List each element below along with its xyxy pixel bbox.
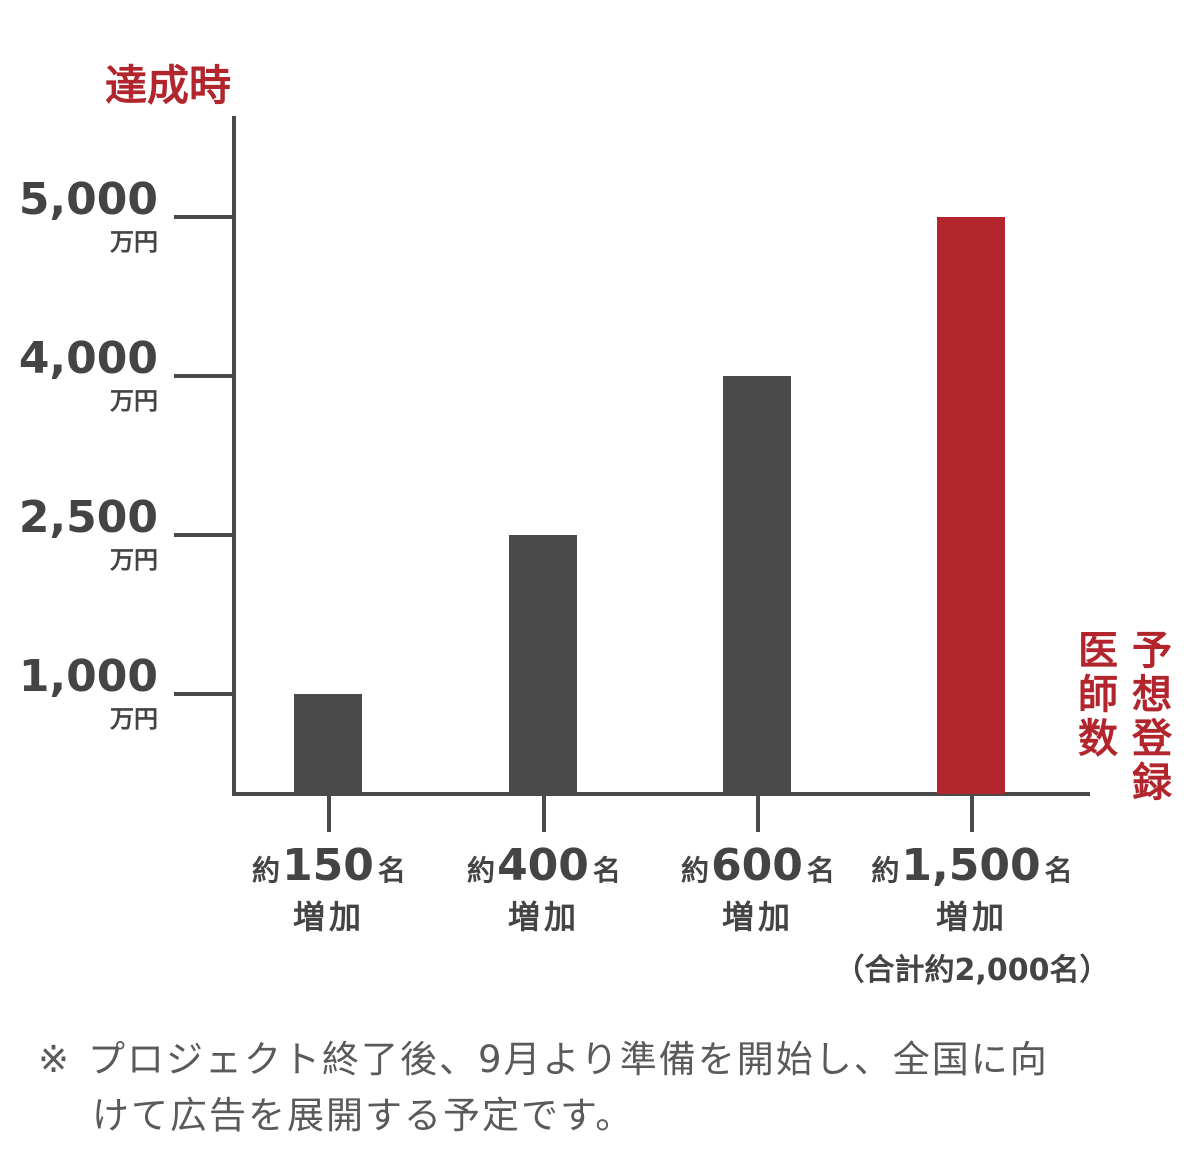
x-axis-title-char: 登 — [1131, 716, 1173, 762]
x-category-sublabel: 増加 — [293, 898, 365, 936]
x-axis-title-char: 数 — [1078, 716, 1118, 762]
x-axis-title-char: 医 — [1078, 628, 1118, 674]
revenue-bar-chart: 1,000 万円 2,500 万円 4,000 万円 5,000 万円 約150 名増加 約400… — [19, 61, 1173, 988]
note-line-1: プロジェクト終了後、9月より準備を開始し、全国に向 — [88, 1038, 1049, 1081]
bars — [294, 217, 1005, 794]
bar — [294, 694, 362, 794]
x-axis-title-char: 予 — [1132, 628, 1172, 674]
y-axis-title: 達成時 — [105, 61, 231, 110]
x-category-label: 約600 名 — [681, 840, 835, 891]
note-line-2: けて広告を展開する予定です。 — [92, 1094, 635, 1137]
x-axis-title-char: 想 — [1132, 672, 1172, 718]
bar — [937, 217, 1005, 794]
y-tick-unit: 万円 — [110, 705, 158, 733]
footnote: ※ プロジェクト終了後、9月より準備を開始し、全国に向 けて広告を展開する予定です… — [38, 1032, 1178, 1144]
y-tick-unit: 万円 — [110, 546, 158, 574]
x-category-sublabel: 増加 — [722, 898, 794, 936]
y-tick-label: 1,000 — [19, 651, 158, 702]
y-tick-label: 5,000 — [19, 174, 158, 225]
bar — [723, 376, 791, 794]
x-category-sublabel: 増加 — [936, 898, 1008, 936]
x-category-sublabel: 増加 — [508, 898, 580, 936]
x-labels: 約150 名増加 約400 名増加 約600 名増加 約1,500 名増加 （合計約2,000名… — [252, 794, 1109, 988]
x-axis-title-char: 録 — [1132, 760, 1173, 806]
note-mark: ※ — [38, 1038, 72, 1081]
x-category-note: （合計約2,000名） — [835, 953, 1110, 988]
x-category-label: 約1,500 名 — [871, 840, 1072, 891]
y-tick-unit: 万円 — [110, 228, 158, 256]
x-category-label: 約400 名 — [467, 840, 621, 891]
x-axis-title-char: 師 — [1078, 672, 1118, 718]
y-tick-label: 4,000 — [19, 333, 158, 384]
y-tick-unit: 万円 — [110, 387, 158, 415]
y-tick-label: 2,500 — [19, 492, 158, 543]
bar — [509, 535, 577, 794]
y-ticks: 1,000 万円 2,500 万円 4,000 万円 5,000 万円 — [19, 174, 234, 733]
x-category-label: 約150 名 — [252, 840, 406, 891]
